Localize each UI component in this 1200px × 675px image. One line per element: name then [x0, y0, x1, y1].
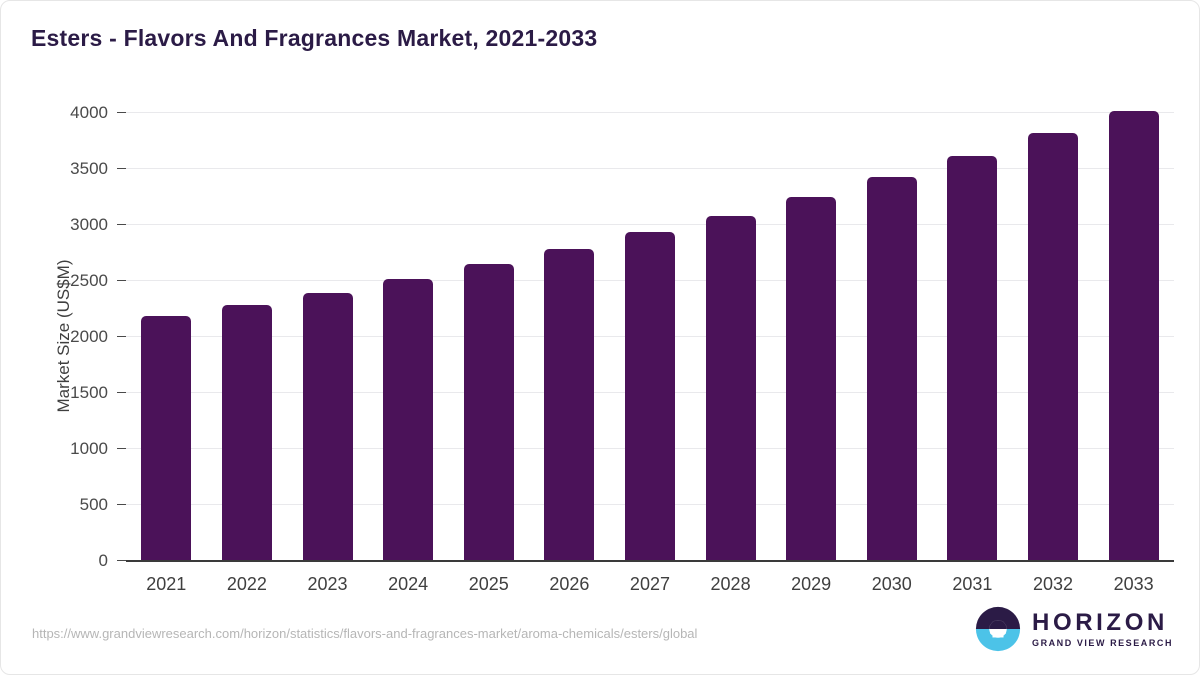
y-axis-tick-label: 2500 [70, 270, 108, 290]
horizon-logo-icon [975, 606, 1021, 652]
bar-slot: 2022 [207, 112, 288, 594]
x-axis-baseline [126, 560, 1174, 562]
logo-tagline: GRAND VIEW RESEARCH [1032, 637, 1173, 648]
x-axis-tick-label: 2025 [468, 574, 509, 594]
bar-slot: 2021 [126, 112, 207, 594]
bar[interactable] [141, 316, 192, 560]
bar-slot: 2028 [690, 112, 771, 594]
y-axis-tick: 500 [80, 495, 126, 514]
bar-slot: 2033 [1093, 110, 1174, 594]
horizon-logo-text: HORIZON GRAND VIEW RESEARCH [1032, 608, 1173, 648]
x-axis-tick-label: 2023 [307, 574, 348, 594]
y-axis-tick: 3500 [70, 159, 126, 178]
bar-slot: 2031 [932, 112, 1013, 594]
y-axis-ticks: 0 500 1000 1500 2000 2500 3000 3500 4000 [70, 103, 1174, 570]
bar[interactable] [302, 293, 353, 560]
bar[interactable] [705, 215, 756, 560]
bar[interactable] [221, 305, 272, 560]
y-axis-tick-label: 1500 [70, 382, 108, 402]
bar[interactable] [624, 231, 675, 560]
bar[interactable] [383, 279, 434, 560]
bar-slot: 2023 [287, 112, 368, 594]
bar[interactable] [786, 197, 837, 560]
x-axis-tick-label: 2033 [1113, 574, 1154, 594]
bar-slot: 2027 [610, 112, 691, 594]
y-axis-tick-label: 3500 [70, 158, 108, 178]
x-axis-tick-label: 2028 [710, 574, 751, 594]
y-axis-tick: 4000 [70, 103, 126, 122]
bar[interactable] [947, 156, 998, 560]
bar-slot: 2029 [771, 112, 852, 594]
y-axis-tick: 3000 [70, 215, 126, 234]
bar[interactable] [866, 176, 917, 560]
bar[interactable] [463, 263, 514, 560]
page-title: Esters - Flavors And Fragrances Market, … [31, 25, 598, 51]
y-axis-tick-label: 500 [79, 494, 108, 514]
y-axis-tick: 2500 [70, 271, 126, 290]
x-axis-tick-label: 2031 [952, 574, 993, 594]
y-axis-tick-label: 1000 [70, 438, 108, 458]
y-axis-tick: 2000 [70, 327, 126, 346]
bar-slot: 2030 [851, 112, 932, 594]
bar[interactable] [1028, 132, 1078, 560]
source-url[interactable]: https://www.grandviewresearch.com/horizo… [32, 626, 698, 641]
bar-slot: 2032 [1013, 112, 1094, 594]
horizon-logo: HORIZON GRAND VIEW RESEARCH [975, 606, 1173, 652]
y-axis-tick-label: 0 [98, 550, 108, 570]
y-axis-tick-label: 3000 [70, 214, 108, 234]
x-axis-tick-label: 2029 [791, 574, 832, 594]
bar[interactable] [544, 249, 595, 560]
bar[interactable] [1108, 110, 1159, 560]
y-axis-tick-label: 2000 [70, 326, 108, 346]
bar-slot: 2025 [448, 112, 529, 594]
x-axis-tick-label: 2024 [388, 574, 429, 594]
logo-name: HORIZON [1032, 608, 1168, 636]
y-axis-tick-label: 4000 [70, 102, 108, 122]
x-axis-tick-label: 2026 [549, 574, 590, 594]
bar-series: 2021 2022 2023 2024 2025 2026 2027 2028 2029 2030… [126, 110, 1174, 594]
y-axis-tick: 1500 [70, 383, 126, 402]
x-axis-tick-label: 2027 [629, 574, 670, 594]
x-axis-tick-label: 2021 [146, 574, 187, 594]
x-axis-tick-label: 2032 [1032, 574, 1074, 594]
y-axis-tick: 0 [99, 551, 126, 570]
x-axis-tick-label: 2030 [871, 574, 912, 594]
x-axis-tick-label: 2022 [226, 574, 267, 594]
y-axis-tick: 1000 [70, 439, 126, 458]
bar-slot: 2026 [529, 112, 610, 594]
bar-slot: 2024 [368, 112, 449, 594]
plot-area: Market Size (US$M) 0 500 1000 1500 2000 2500 3… [54, 103, 1174, 594]
